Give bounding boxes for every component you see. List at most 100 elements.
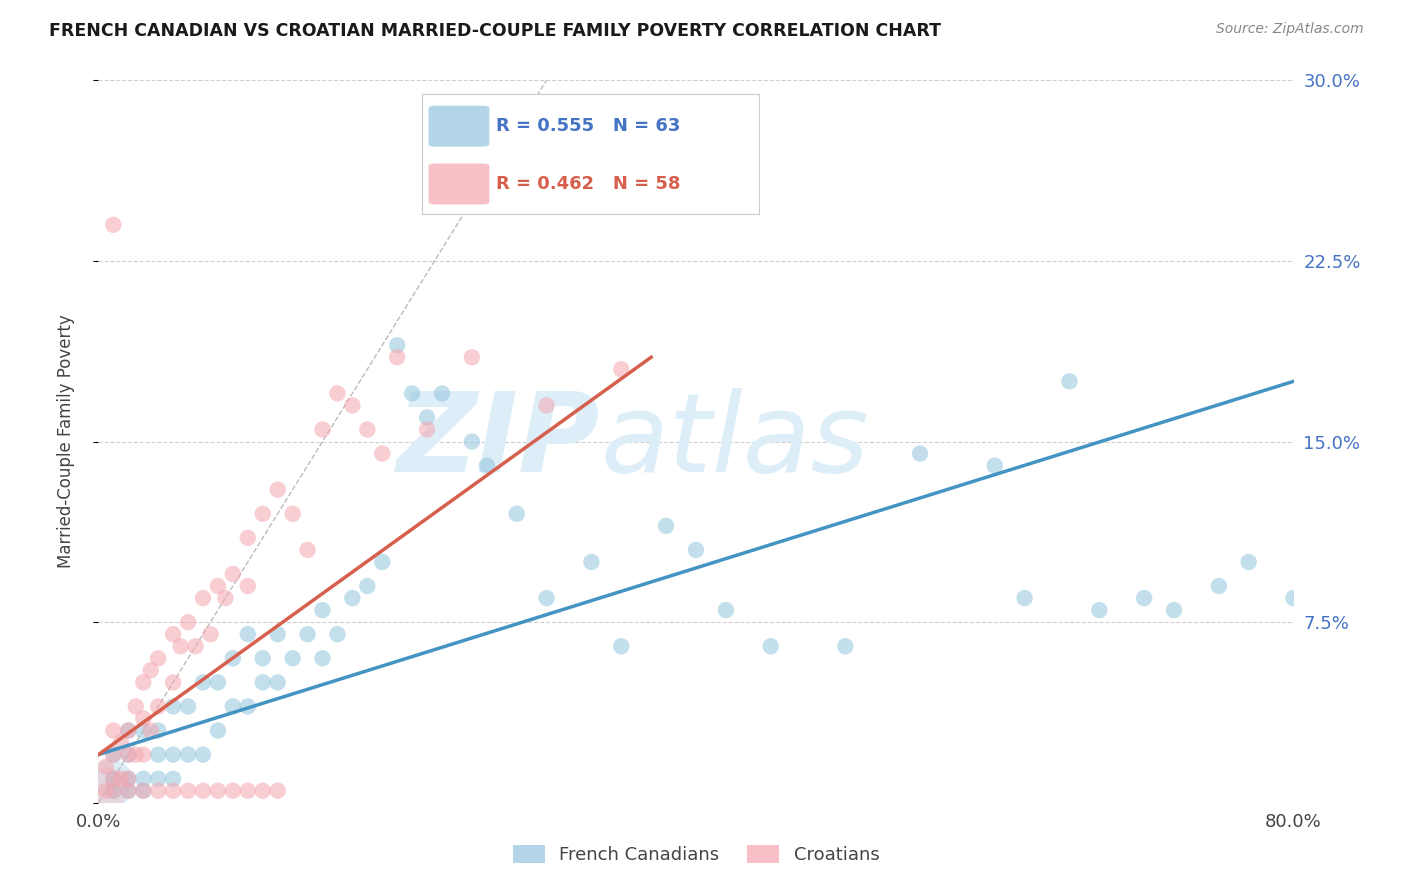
Point bbox=[207, 784, 229, 798]
Point bbox=[252, 675, 274, 690]
Point bbox=[132, 712, 155, 726]
Point bbox=[1163, 603, 1185, 617]
Point bbox=[984, 458, 1007, 473]
Point bbox=[117, 772, 139, 786]
Point bbox=[1014, 591, 1036, 605]
Point bbox=[191, 747, 214, 762]
Point bbox=[267, 675, 290, 690]
Point bbox=[267, 483, 290, 497]
Text: R = 0.555   N = 63: R = 0.555 N = 63 bbox=[496, 117, 681, 136]
Point bbox=[236, 531, 259, 545]
Point bbox=[139, 723, 162, 738]
Point bbox=[117, 784, 139, 798]
Text: ZIP: ZIP bbox=[396, 388, 600, 495]
Point bbox=[1133, 591, 1156, 605]
Point bbox=[148, 651, 170, 665]
Text: R = 0.462   N = 58: R = 0.462 N = 58 bbox=[496, 175, 681, 193]
Point bbox=[536, 398, 558, 412]
Point bbox=[714, 603, 737, 617]
Point bbox=[326, 386, 349, 401]
Point bbox=[236, 579, 259, 593]
Point bbox=[98, 776, 122, 790]
Point bbox=[96, 781, 118, 796]
Text: Source: ZipAtlas.com: Source: ZipAtlas.com bbox=[1216, 22, 1364, 37]
Point bbox=[139, 664, 162, 678]
Point bbox=[148, 699, 170, 714]
Point bbox=[297, 627, 319, 641]
Point bbox=[834, 639, 856, 653]
FancyBboxPatch shape bbox=[429, 163, 489, 204]
Point bbox=[371, 555, 394, 569]
Point bbox=[103, 747, 125, 762]
Legend: French Canadians, Croatians: French Canadians, Croatians bbox=[503, 836, 889, 873]
Point bbox=[685, 542, 707, 557]
Point bbox=[132, 784, 155, 798]
Point bbox=[222, 651, 245, 665]
Point bbox=[581, 555, 603, 569]
Point bbox=[162, 772, 184, 786]
Point bbox=[1282, 591, 1305, 605]
Point bbox=[132, 723, 155, 738]
Point bbox=[297, 542, 319, 557]
Point bbox=[281, 651, 304, 665]
Point bbox=[401, 386, 423, 401]
Point bbox=[148, 723, 170, 738]
Point bbox=[162, 675, 184, 690]
Point bbox=[222, 784, 245, 798]
Point bbox=[252, 507, 274, 521]
Point bbox=[236, 784, 259, 798]
Point bbox=[342, 591, 364, 605]
Point bbox=[207, 579, 229, 593]
Point bbox=[416, 410, 439, 425]
Point bbox=[356, 579, 378, 593]
Point bbox=[207, 675, 229, 690]
Point bbox=[1059, 374, 1081, 388]
Text: atlas: atlas bbox=[600, 388, 869, 495]
Point bbox=[416, 422, 439, 436]
Point bbox=[252, 784, 274, 798]
Point bbox=[117, 723, 139, 738]
Point bbox=[430, 386, 453, 401]
Point bbox=[103, 772, 125, 786]
Point bbox=[759, 639, 782, 653]
Point bbox=[177, 699, 200, 714]
Point bbox=[200, 627, 222, 641]
Point bbox=[385, 338, 409, 352]
Point bbox=[191, 784, 214, 798]
Point bbox=[132, 675, 155, 690]
Point bbox=[356, 422, 378, 436]
Point bbox=[267, 627, 290, 641]
Point bbox=[103, 218, 125, 232]
Point bbox=[1237, 555, 1260, 569]
Point bbox=[177, 784, 200, 798]
Point bbox=[506, 507, 529, 521]
Point bbox=[125, 699, 148, 714]
Point bbox=[132, 772, 155, 786]
Point bbox=[236, 627, 259, 641]
Point bbox=[148, 747, 170, 762]
Point bbox=[655, 518, 678, 533]
Point bbox=[207, 723, 229, 738]
FancyBboxPatch shape bbox=[429, 106, 489, 146]
Point bbox=[103, 784, 125, 798]
Point bbox=[267, 784, 290, 798]
Point bbox=[222, 567, 245, 582]
Point bbox=[326, 627, 349, 641]
Point bbox=[110, 735, 132, 749]
Point bbox=[610, 362, 633, 376]
Point bbox=[110, 772, 132, 786]
Point bbox=[610, 639, 633, 653]
Point bbox=[184, 639, 207, 653]
Point bbox=[191, 675, 214, 690]
Point bbox=[461, 434, 484, 449]
Point bbox=[222, 699, 245, 714]
Point bbox=[169, 639, 191, 653]
Point bbox=[1208, 579, 1230, 593]
Point bbox=[281, 507, 304, 521]
Point bbox=[117, 772, 139, 786]
Point bbox=[177, 615, 200, 630]
Point bbox=[103, 784, 125, 798]
Point bbox=[236, 699, 259, 714]
Point bbox=[117, 784, 139, 798]
Point bbox=[162, 747, 184, 762]
